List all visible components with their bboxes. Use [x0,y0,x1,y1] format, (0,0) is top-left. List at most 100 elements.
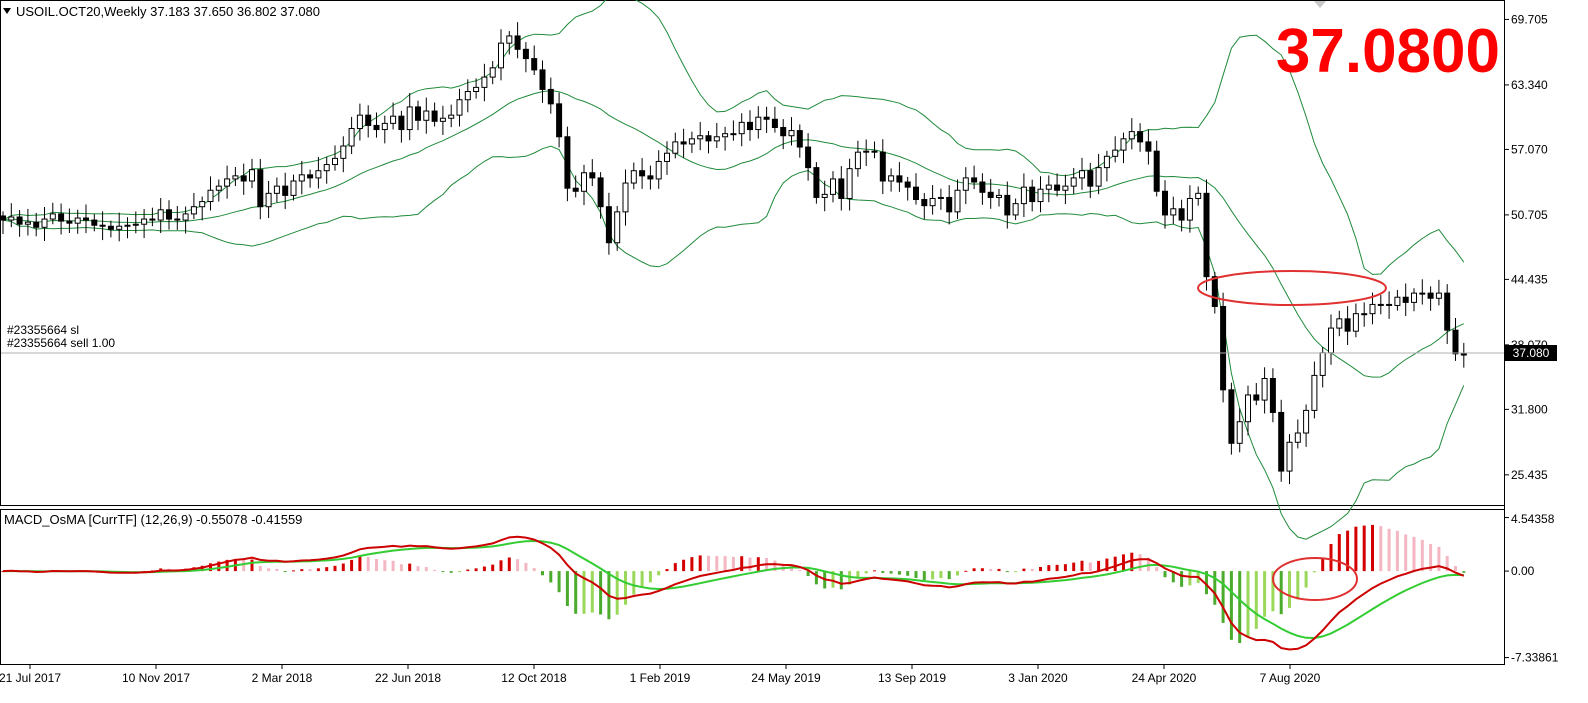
candle-body [190,206,197,215]
candle-body [273,185,280,194]
candle-body [215,185,222,191]
candle-body [813,167,820,198]
candle-body [937,196,944,199]
candle-body [207,189,214,203]
histogram-bar [433,569,437,572]
histogram-bar [956,571,959,576]
candle-body [398,115,405,131]
candle-body [257,169,264,208]
histogram-bar [499,560,503,572]
bollinger-bands [2,0,1465,540]
histogram-bar [1371,524,1374,572]
histogram-bar [1254,571,1258,629]
histogram-bar [1263,571,1267,617]
price-tick-label: 57.070 [1511,142,1548,156]
histogram-bar [748,557,752,572]
histogram-bar [698,555,702,572]
histogram-bar [225,559,229,572]
macd-lines [2,535,1465,651]
histogram-bar [541,571,544,576]
histogram-bar [574,571,578,614]
candle-body [1095,167,1102,187]
histogram-bar [1420,539,1424,572]
candle-body [439,117,446,122]
histogram-bar [806,571,810,576]
candle-body [522,48,529,60]
candle-body [498,42,504,69]
candle-body [896,175,903,183]
candle-body [755,116,762,131]
candle-body [1186,197,1193,221]
histogram-bar [516,559,520,572]
candle-body [199,201,206,208]
histogram-bar [1429,543,1433,572]
histogram-bar [1296,571,1300,600]
histogram-bar [972,568,976,572]
candle-body [1427,292,1434,299]
candle-body [730,133,737,136]
indicator-panel-frame [0,509,1505,665]
histogram-bar [300,569,304,572]
histogram-bar [491,564,495,572]
chevron-down-icon[interactable] [3,8,11,14]
candle-body [107,225,114,230]
price-tick-label: 69.705 [1511,12,1548,26]
candle-body [1103,155,1110,169]
candle-body [664,152,670,162]
histogram-bar [1188,571,1192,586]
date-tick-label: 2 Mar 2018 [252,671,313,685]
candle-body [66,220,73,224]
candle-body [622,182,629,213]
candle-body [1112,149,1119,157]
candle-body [929,197,936,207]
candle-body [996,194,1002,198]
histogram-bar [1462,571,1466,573]
histogram-bar [715,555,719,572]
candle-body [589,172,596,179]
histogram-bar [723,556,727,572]
candle-body [74,217,81,224]
date-tick-label: 21 Jul 2017 [0,671,61,685]
candle-body [1203,192,1210,278]
candle-body [1162,190,1168,216]
histogram-bar [682,559,686,572]
candle-body [1070,177,1077,187]
candle-body [240,175,247,182]
candle-body [1369,303,1376,315]
scroll-marker-icon[interactable] [1314,1,1326,8]
histogram-bar [1130,552,1134,572]
histogram-bar [283,571,287,573]
candle-body [1054,184,1061,191]
candle-body [464,90,471,101]
histogram-bar [449,571,453,573]
histogram-bar [831,571,835,588]
candle-body [780,127,787,137]
candle-body [423,110,430,121]
candle-body [166,209,172,220]
candle-body [1228,389,1235,444]
candle-body [888,175,895,182]
date-tick-label: 22 Jun 2018 [375,671,441,685]
histogram-bar [1362,525,1366,572]
histogram-bar [1379,526,1383,572]
candle-body [1344,318,1351,332]
histogram-bar [1454,566,1457,572]
histogram-bar [1039,566,1042,572]
histogram-bar [366,556,370,572]
date-tick-label: 10 Nov 2017 [122,671,190,685]
histogram-bar [341,563,345,572]
histogram-bar [1063,564,1067,572]
histogram-bar [582,571,586,614]
histogram-bar [814,571,818,585]
candle-body [879,151,886,182]
histogram-bar [1387,528,1391,572]
candle-body [1311,374,1318,411]
candle-body [1328,327,1334,354]
histogram-bar [1163,571,1167,578]
candle-body [830,178,836,195]
price-panel-frame [0,0,1505,506]
candle-body [1377,303,1384,306]
candle-body [489,67,496,78]
histogram-bar [258,565,262,572]
